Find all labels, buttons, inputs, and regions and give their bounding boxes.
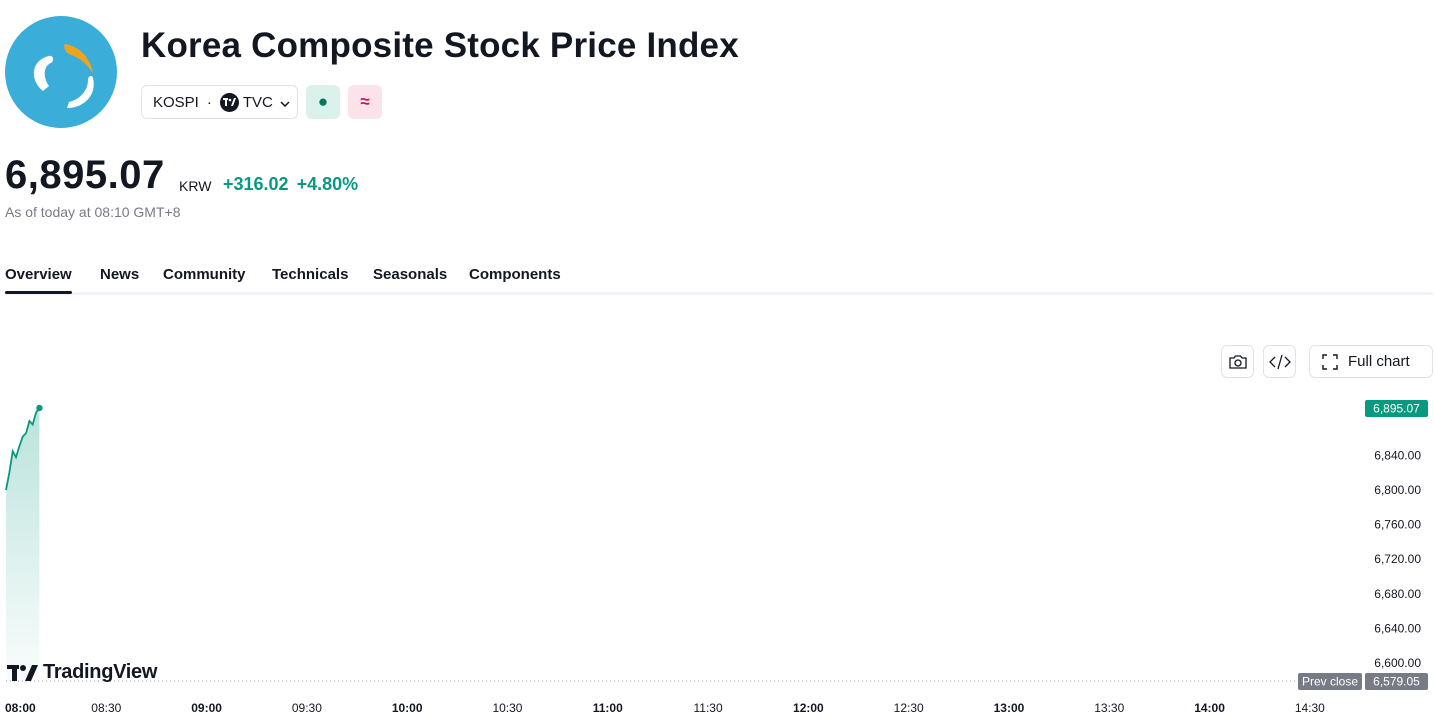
page-title: Korea Composite Stock Price Index: [141, 26, 739, 65]
tabs-divider: [5, 292, 1433, 295]
kospi-logo-icon: [33, 44, 94, 108]
symbol-label: KOSPI: [153, 93, 199, 111]
last-price-badge: 6,895.07: [1365, 399, 1428, 417]
y-axis-tick-label: 6,600.00: [1374, 656, 1421, 670]
x-axis-tick-label: 14:00: [1194, 701, 1225, 715]
camera-icon: [1228, 354, 1247, 369]
x-axis-tick-label: 11:30: [694, 701, 723, 715]
exchange-label: TVC: [242, 93, 273, 111]
y-axis-tick-label: 6,800.00: [1374, 483, 1421, 497]
separator: ·: [206, 93, 212, 111]
as-of-timestamp: As of today at 08:10 GMT+8: [5, 204, 181, 220]
svg-text:6,579.05: 6,579.05: [1373, 675, 1420, 689]
tab-seasonals[interactable]: Seasonals: [373, 266, 448, 283]
full-chart-label: Full chart: [1348, 353, 1410, 370]
delayed-data-button[interactable]: ≈: [348, 85, 382, 119]
price-area: [6, 408, 40, 681]
prev-close-label-badge: Prev close: [1298, 673, 1362, 690]
tab-community[interactable]: Community: [163, 266, 246, 283]
kospi-logo: [5, 16, 117, 128]
x-axis-tick-label: 08:00: [5, 701, 36, 715]
x-axis-tick-label: 08:30: [91, 701, 121, 715]
expand-icon: [1322, 353, 1338, 370]
last-price-point: [36, 404, 43, 412]
price-change: +316.02 +4.80%: [223, 174, 358, 195]
x-axis-tick-label: 11:00: [593, 701, 623, 715]
tradingview-badge-icon: [219, 92, 239, 112]
last-price: 6,895.07: [5, 153, 165, 197]
tab-technicals[interactable]: Technicals: [272, 266, 349, 283]
market-open-dot-icon: ●: [317, 92, 329, 111]
approx-icon: ≈: [360, 92, 370, 111]
price-line: [5, 407, 41, 491]
y-axis-tick-label: 6,720.00: [1374, 552, 1421, 566]
prev-close-value-badge: 6,579.05: [1365, 673, 1428, 690]
symbol-exchange-button[interactable]: KOSPI · TVC: [141, 85, 298, 119]
tab-bar: Overview News Community Technicals Seaso…: [5, 266, 1433, 296]
tradingview-watermark[interactable]: TradingView: [7, 661, 157, 684]
svg-text:Prev close: Prev close: [1302, 675, 1358, 689]
x-axis-tick-label: 13:30: [1094, 701, 1124, 715]
change-percent: +4.80%: [296, 174, 359, 194]
full-chart-button[interactable]: Full chart: [1309, 345, 1433, 378]
change-value: +316.02: [223, 174, 289, 194]
code-icon: [1268, 354, 1291, 369]
svg-text:6,895.07: 6,895.07: [1373, 401, 1420, 415]
tab-overview[interactable]: Overview: [5, 266, 72, 294]
price-chart[interactable]: 6,840.00 6,800.00 6,760.00 6,720.00 6,680.00…: [0, 390, 1435, 725]
x-axis-tick-label: 10:00: [392, 701, 423, 715]
tradingview-logo-icon: [7, 664, 38, 681]
x-axis-tick-label: 12:30: [894, 701, 924, 715]
x-axis-tick-label: 09:30: [292, 701, 322, 715]
market-open-button[interactable]: ●: [306, 85, 340, 119]
y-axis-tick-label: 6,680.00: [1374, 587, 1421, 601]
tab-components[interactable]: Components: [469, 266, 561, 283]
x-axis-tick-label: 09:00: [191, 701, 222, 715]
watermark-text: TradingView: [43, 661, 158, 683]
tab-news[interactable]: News: [100, 266, 140, 283]
currency-label: KRW: [179, 178, 212, 194]
snapshot-button[interactable]: [1221, 345, 1254, 378]
chevron-down-icon: [280, 94, 290, 111]
x-axis-tick-label: 12:00: [793, 701, 824, 715]
y-axis-tick-label: 6,760.00: [1374, 518, 1421, 532]
y-axis-tick-label: 6,840.00: [1374, 449, 1421, 463]
embed-button[interactable]: [1263, 345, 1296, 378]
x-axis-tick-label: 14:30: [1295, 701, 1325, 715]
x-axis-tick-label: 10:30: [492, 701, 522, 715]
y-axis-tick-label: 6,640.00: [1374, 621, 1421, 635]
x-axis-tick-label: 13:00: [994, 701, 1025, 715]
